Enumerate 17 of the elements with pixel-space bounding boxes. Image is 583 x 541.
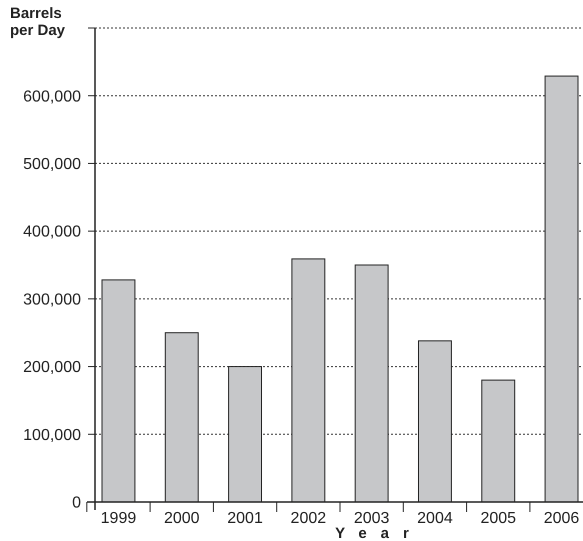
y-axis-title: Barrels per Day [10,5,66,39]
x-tick-label: 2001 [227,510,263,527]
x-tick-label: 2002 [290,510,326,527]
x-tick-label: 2004 [417,510,453,527]
y-tick-label: 100,000 [23,426,82,444]
x-tick-label: 2003 [354,510,390,527]
x-tick-label: 1999 [100,510,136,527]
y-tick-label: 300,000 [23,291,82,308]
x-axis-title: Year [335,525,423,541]
y-tick-label: 500,000 [23,156,82,174]
y-tick-label: 600,000 [23,88,82,106]
y-tick-label: 200,000 [23,359,82,376]
y-tick-label: 0 [72,494,82,512]
x-tick-label: 2006 [544,510,580,527]
y-tick-label: 400,000 [23,224,82,241]
x-tick-label: 2000 [164,510,200,527]
x-tick-label: 2005 [480,510,516,527]
